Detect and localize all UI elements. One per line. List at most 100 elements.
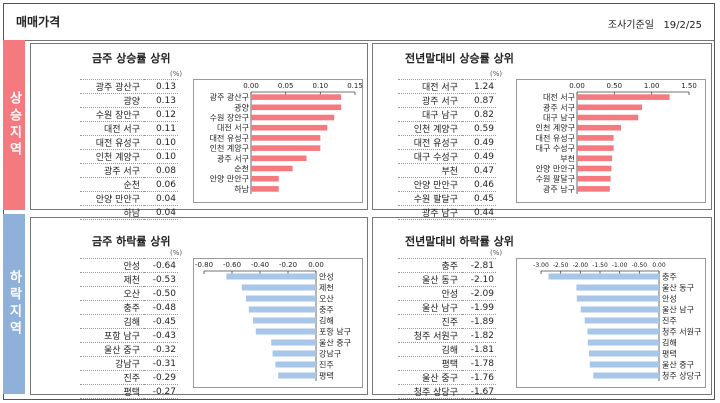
bar bbox=[248, 306, 316, 313]
ranking-table: 안성 -0.64 제천 -0.53 오산 -0.50 충주 -0.48 김해 -0.45 포항 남구… bbox=[80, 258, 178, 399]
survey-date-label: 조사기준일 bbox=[607, 20, 654, 31]
x-tick-label: 0.00 bbox=[569, 82, 585, 90]
category-label: 제천 bbox=[319, 283, 334, 293]
x-tick-label: 0.00 bbox=[308, 261, 324, 269]
table-row: 김해 -0.45 bbox=[80, 314, 178, 329]
bar bbox=[251, 165, 293, 172]
bar bbox=[577, 94, 670, 100]
table-row: 수원 장안구 0.12 bbox=[80, 107, 178, 122]
chart-title: 금주 하락률 상위 bbox=[92, 235, 171, 248]
unit-label: (%) bbox=[170, 249, 183, 257]
category-label: 안성 bbox=[662, 294, 677, 304]
rate-value: -2.09 bbox=[462, 286, 496, 301]
table-row: 김해 -1.81 bbox=[398, 342, 496, 357]
chart-title: 전년말대비 하락률 상위 bbox=[405, 235, 514, 248]
table-row: 평택 -0.27 bbox=[80, 384, 178, 399]
unit-label: (%) bbox=[490, 249, 503, 257]
bar-chart-box: -3.00 -2.50 -2.00 -1.50 -1.00 -0.50 0.00 충주 울산 동… bbox=[516, 258, 706, 388]
x-tick-label: -0.80 bbox=[195, 261, 213, 269]
table-row: 포항 남구 -0.43 bbox=[80, 328, 178, 343]
bar bbox=[577, 155, 613, 162]
region-name: 대구 수성구 bbox=[398, 149, 462, 164]
region-name: 포항 남구 bbox=[80, 328, 144, 343]
bar bbox=[584, 317, 659, 324]
region-name: 김해 bbox=[80, 314, 144, 329]
rate-value: 0.06 bbox=[144, 177, 178, 192]
ranking-table: 충주 -2.81 울산 동구 -2.10 안성 -2.09 울산 남구 -1.99 진주 -1.8… bbox=[398, 258, 496, 399]
category-label: 안양 만안구 bbox=[210, 174, 249, 184]
table-row: 대전 유성구 0.10 bbox=[80, 135, 178, 150]
region-name: 수원 팔달구 bbox=[398, 191, 462, 206]
rate-value: 0.47 bbox=[462, 163, 496, 178]
table-row: 안양 만안구 0.46 bbox=[398, 177, 496, 192]
bar bbox=[577, 104, 642, 111]
region-name: 울산 중구 bbox=[80, 342, 144, 357]
bar bbox=[255, 328, 316, 335]
rate-value: -0.32 bbox=[144, 342, 178, 357]
rate-value: 0.45 bbox=[462, 191, 496, 206]
region-name: 김해 bbox=[398, 342, 462, 357]
region-name: 광양 bbox=[80, 93, 144, 108]
bar bbox=[576, 284, 659, 291]
rate-value: 0.87 bbox=[462, 93, 496, 108]
category-label: 대전 유성구 bbox=[210, 133, 249, 143]
rate-value: 0.44 bbox=[462, 205, 496, 220]
table-row: 울산 중구 -1.76 bbox=[398, 370, 496, 385]
table-row: 수원 팔달구 0.45 bbox=[398, 191, 496, 206]
table-row: 오산 -0.50 bbox=[80, 286, 178, 301]
rate-value: 0.49 bbox=[462, 135, 496, 150]
category-label: 대전 유성구 bbox=[536, 133, 575, 143]
region-name: 울산 중구 bbox=[398, 370, 462, 385]
table-row: 제천 -0.53 bbox=[80, 272, 178, 287]
region-name: 광주 서구 bbox=[80, 163, 144, 178]
page-title: 매매가격 bbox=[16, 15, 61, 29]
x-tick-label: 0.50 bbox=[607, 82, 623, 90]
category-label: 안양 만안구 bbox=[536, 164, 575, 174]
region-name: 광주 남구 bbox=[398, 205, 462, 220]
table-row: 대구 수성구 0.49 bbox=[398, 149, 496, 164]
table-row: 안양 만안구 0.04 bbox=[80, 191, 178, 206]
region-name: 인천 계양구 bbox=[80, 149, 144, 164]
region-name: 제천 bbox=[80, 272, 144, 287]
bar-chart-box: -0.80 -0.60 -0.40 -0.20 0.00 안성 제천 오산 충주 김해 포항 남구 울… bbox=[193, 258, 363, 388]
rate-value: -0.43 bbox=[144, 328, 178, 343]
bar bbox=[241, 284, 316, 291]
bar bbox=[593, 372, 659, 379]
rate-value: -0.53 bbox=[144, 272, 178, 287]
table-row: 청주 상당구 -1.67 bbox=[398, 384, 496, 399]
x-tick-label: -0.60 bbox=[223, 261, 241, 269]
rate-value: -0.27 bbox=[144, 384, 178, 399]
region-name: 대전 서구 bbox=[398, 79, 462, 94]
table-row: 충주 -2.81 bbox=[398, 258, 496, 273]
category-label: 광주 서구 bbox=[217, 153, 249, 163]
table-row: 안성 -2.09 bbox=[398, 286, 496, 301]
region-name: 청주 서원구 bbox=[398, 328, 462, 343]
region-name: 대구 남구 bbox=[398, 107, 462, 122]
category-label: 울산 중구 bbox=[319, 338, 351, 348]
table-row: 청주 서원구 -1.82 bbox=[398, 328, 496, 343]
region-name: 대전 유성구 bbox=[398, 135, 462, 150]
chart-title: 전년말대비 상승률 상위 bbox=[405, 52, 514, 65]
table-row: 인천 계양구 0.10 bbox=[80, 149, 178, 164]
x-tick-label: 1.00 bbox=[644, 82, 660, 90]
bar bbox=[589, 361, 659, 368]
table-row: 대전 서구 1.24 bbox=[398, 79, 496, 94]
rate-value: 0.04 bbox=[144, 191, 178, 206]
table-row: 울산 남구 -1.99 bbox=[398, 300, 496, 315]
bar bbox=[548, 273, 659, 280]
region-name: 광주 광산구 bbox=[80, 79, 144, 94]
bar bbox=[577, 135, 614, 141]
rate-value: 0.08 bbox=[144, 163, 178, 178]
survey-date: 조사기준일 19/2/25 bbox=[608, 16, 702, 31]
region-name: 충주 bbox=[80, 300, 144, 315]
bar bbox=[278, 372, 316, 379]
category-label: 광주 서구 bbox=[543, 102, 575, 112]
bar bbox=[251, 104, 342, 111]
rate-value: -0.50 bbox=[144, 286, 178, 301]
rate-value: 0.10 bbox=[144, 135, 178, 150]
table-row: 광주 서구 0.08 bbox=[80, 163, 178, 178]
region-name: 울산 남구 bbox=[398, 300, 462, 315]
category-label: 김해 bbox=[319, 316, 334, 326]
category-label: 안성 bbox=[319, 272, 334, 282]
